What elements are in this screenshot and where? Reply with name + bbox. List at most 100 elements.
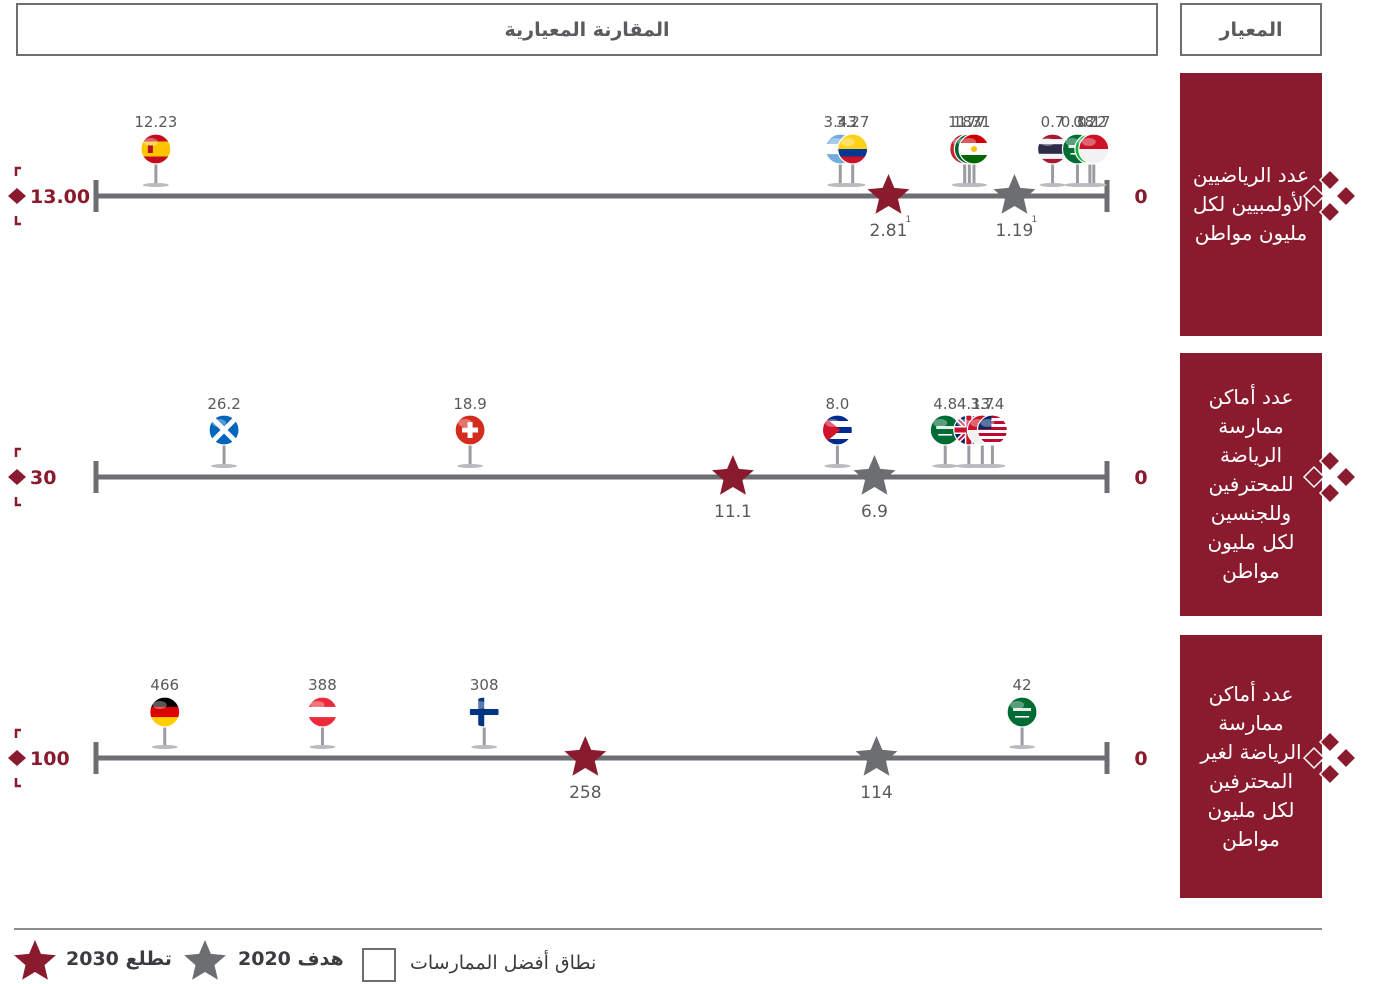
pin-head xyxy=(468,696,500,728)
pin-base xyxy=(457,464,484,468)
country-value-label: 388 xyxy=(308,676,337,694)
country-value-label: 12.23 xyxy=(134,113,177,131)
target-2020-label: 1.19 xyxy=(996,221,1034,241)
aspiration-2030-label: 2.81 xyxy=(870,221,908,241)
pin-head xyxy=(454,414,486,446)
legend-star-2020-icon xyxy=(184,940,226,980)
country-value-label: 308 xyxy=(470,676,499,694)
country-value-label: 8.0 xyxy=(825,395,849,413)
country-value-label: 0.22 xyxy=(1073,113,1106,131)
criterion-marker-icon xyxy=(1318,449,1342,473)
country-value-label: 1.77 xyxy=(953,113,986,131)
target-2020-star xyxy=(993,174,1036,214)
criterion-header: المعيار xyxy=(1180,3,1322,56)
range-diamond-icon xyxy=(8,750,26,766)
criterion-marker-icon xyxy=(1334,184,1358,208)
legend-divider xyxy=(14,928,1322,930)
country-value-label: 4.1 xyxy=(957,395,981,413)
axis-min-label: 0 xyxy=(1134,186,1147,208)
pin-head xyxy=(306,696,339,728)
pin-head xyxy=(837,133,869,165)
criterion-box-amateur-venues: عدد أماكن ممارسة الرياضة لغير المحترفين … xyxy=(1180,635,1322,898)
legend-2020: هدف 2020 xyxy=(238,948,344,970)
spain-flag-icon xyxy=(140,134,171,164)
austria-flag-icon xyxy=(307,697,338,727)
pin-base xyxy=(211,464,238,468)
pin-base xyxy=(1039,183,1066,187)
axis-min-label: 0 xyxy=(1134,467,1147,489)
axis-max-label: 30 xyxy=(30,467,56,489)
pin-base xyxy=(471,745,498,749)
country-value-label: 1.83 xyxy=(948,113,981,131)
axis-max-label: 100 xyxy=(30,748,70,770)
aspiration-2030-label: 11.1 xyxy=(714,502,752,522)
country-value-label: 3.7 xyxy=(970,395,994,413)
country-value-label: 42 xyxy=(1013,676,1032,694)
country-value-label: 4.8 xyxy=(933,395,957,413)
indonesia-flag-icon xyxy=(1078,134,1109,164)
country-value-label: 1.71 xyxy=(957,113,990,131)
range-diamond-icon xyxy=(8,188,26,204)
pin-base xyxy=(839,183,866,187)
thailand-flag-icon xyxy=(1037,134,1068,164)
target-2020-star xyxy=(855,736,898,776)
switzerland-flag-icon xyxy=(455,415,486,445)
pin-base xyxy=(1080,183,1107,187)
pin-head xyxy=(976,414,1009,446)
pin-head xyxy=(1006,696,1038,728)
pin-head xyxy=(958,133,990,165)
aspiration-2030-star xyxy=(564,736,607,776)
criterion-marker-icon xyxy=(1318,168,1342,192)
criterion-marker-icon xyxy=(1302,184,1326,208)
pin-base xyxy=(961,183,988,187)
pin-base xyxy=(824,464,851,468)
liberia-flag-icon xyxy=(977,415,1008,445)
criterion-marker-icon xyxy=(1318,200,1342,224)
criterion-marker-icon xyxy=(1302,465,1326,489)
range-bracket xyxy=(14,447,21,457)
pin-base xyxy=(932,464,959,468)
country-value-label: 3.27 xyxy=(836,113,869,131)
finland-flag-icon xyxy=(469,697,500,727)
aspiration-2030-star xyxy=(712,455,754,495)
aspiration-2030-label: 258 xyxy=(569,783,601,803)
pin-head xyxy=(140,133,172,165)
legend-star-2030-icon xyxy=(14,940,56,980)
pin-head xyxy=(208,414,240,446)
legend-2030: تطلع 2030 xyxy=(66,948,172,970)
legend-best-practice: نطاق أفضل الممارسات xyxy=(410,952,597,974)
criterion-marker-icon xyxy=(1334,746,1358,770)
range-bracket xyxy=(14,166,21,176)
saudi-arabia-flag-icon xyxy=(1007,697,1038,727)
legend-best-practice-box xyxy=(362,948,396,982)
range-bracket xyxy=(14,497,21,507)
range-diamond-icon xyxy=(8,469,26,485)
pin-base xyxy=(151,745,178,749)
footnote-mark: 1 xyxy=(1031,215,1037,225)
axis-min-label: 0 xyxy=(1134,748,1147,770)
country-value-label: 3.43 xyxy=(824,113,857,131)
criterion-marker-icon xyxy=(1318,762,1342,786)
tajikistan-flag-icon xyxy=(959,134,990,164)
criterion-marker-icon xyxy=(1302,746,1326,770)
criterion-marker-icon xyxy=(1318,730,1342,754)
axis-max-label: 13.00 xyxy=(30,186,90,208)
benchmark-header: المقارنة المعيارية xyxy=(16,3,1158,56)
aspiration-2030-star xyxy=(867,174,910,214)
pin-head xyxy=(149,696,181,728)
country-value-label: 466 xyxy=(150,676,179,694)
criterion-marker-icon xyxy=(1318,481,1342,505)
range-bracket xyxy=(14,728,21,738)
criterion-marker-icon xyxy=(1334,465,1358,489)
cuba-flag-icon xyxy=(822,415,853,445)
country-value-label: 0.7 xyxy=(1041,113,1065,131)
pin-base xyxy=(979,464,1006,468)
scotland-flag-icon xyxy=(209,415,240,445)
country-value-label: 0.38 xyxy=(1061,113,1094,131)
target-2020-label: 6.9 xyxy=(861,502,888,522)
target-2020-star xyxy=(853,455,896,495)
pin-base xyxy=(142,183,169,187)
range-bracket xyxy=(14,778,21,788)
footnote-mark: 1 xyxy=(905,215,911,225)
